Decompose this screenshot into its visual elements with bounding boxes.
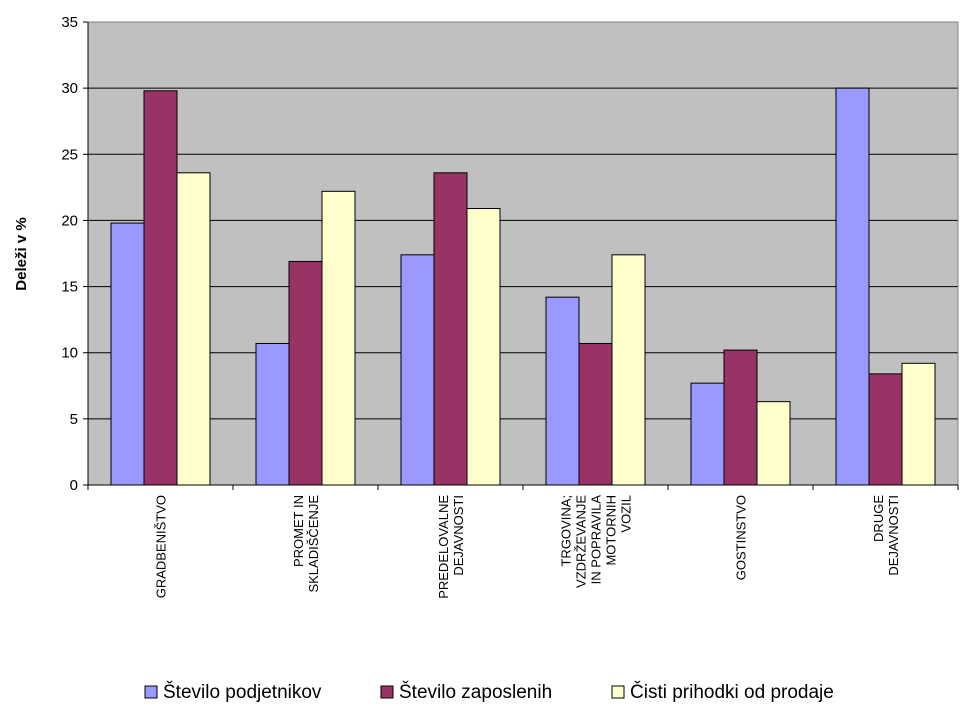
- y-tick-label: 10: [61, 345, 78, 362]
- category-label: SKLADIŠČENJE: [306, 495, 321, 593]
- bar: [433, 172, 468, 486]
- category-label: GRADBENIŠTVO: [154, 495, 169, 598]
- y-tick-label: 35: [61, 14, 78, 31]
- bar: [835, 87, 870, 486]
- y-tick-label: 5: [70, 411, 78, 428]
- category-label: GOSTINSTVO: [734, 495, 749, 580]
- bar: [545, 296, 580, 486]
- bar: [578, 342, 613, 486]
- bar: [723, 349, 758, 486]
- category-label: VZDRŽEVANJE: [574, 495, 589, 588]
- bar: [288, 260, 323, 486]
- category-label: IN POPRAVILA: [589, 495, 604, 585]
- bar: [901, 362, 936, 486]
- bar: [690, 382, 725, 486]
- bar: [400, 254, 435, 486]
- bar: [868, 373, 903, 486]
- category-label: PROMET IN: [291, 495, 306, 567]
- y-axis-label: Deleži v %: [13, 217, 30, 290]
- category-label: PREDELOVALNE: [436, 495, 451, 599]
- y-tick-label: 0: [70, 477, 78, 494]
- category-label: DEJAVNOSTI: [451, 495, 466, 576]
- bar: [143, 90, 178, 486]
- y-tick-labels: 0 5 10 15 20 25 30 35: [61, 14, 78, 494]
- legend-swatch: [611, 685, 625, 699]
- bar: [255, 342, 290, 486]
- bar: [321, 190, 356, 486]
- legend-swatch: [380, 685, 394, 699]
- y-tick-label: 20: [61, 212, 78, 229]
- legend-label: Čisti prihodki od prodaje: [630, 681, 834, 703]
- category-label: DEJAVNOSTI: [886, 495, 901, 576]
- legend: Število podjetnikov Število zaposlenih Čis…: [144, 681, 834, 703]
- axes: [83, 21, 959, 490]
- category-label: MOTORNIH: [604, 495, 619, 566]
- category-label: DRUGE: [871, 495, 886, 542]
- bar: [110, 222, 145, 486]
- bar: [611, 254, 646, 486]
- category-labels: GRADBENIŠTVO PROMET IN SKLADIŠČENJE PREDELO…: [154, 495, 902, 599]
- y-tick-label: 30: [61, 80, 78, 97]
- legend-label: Število zaposlenih: [399, 681, 552, 703]
- bar: [176, 172, 211, 486]
- bars: [110, 87, 936, 486]
- legend-swatch: [144, 685, 158, 699]
- plot-area: [88, 22, 958, 485]
- category-label: VOZIL: [619, 495, 634, 533]
- y-tick-label: 25: [61, 146, 78, 163]
- bar: [756, 401, 791, 486]
- y-tick-label: 15: [61, 279, 78, 296]
- category-label: TRGOVINA;: [559, 495, 574, 567]
- bar: [466, 208, 501, 486]
- legend-label: Število podjetnikov: [163, 681, 322, 703]
